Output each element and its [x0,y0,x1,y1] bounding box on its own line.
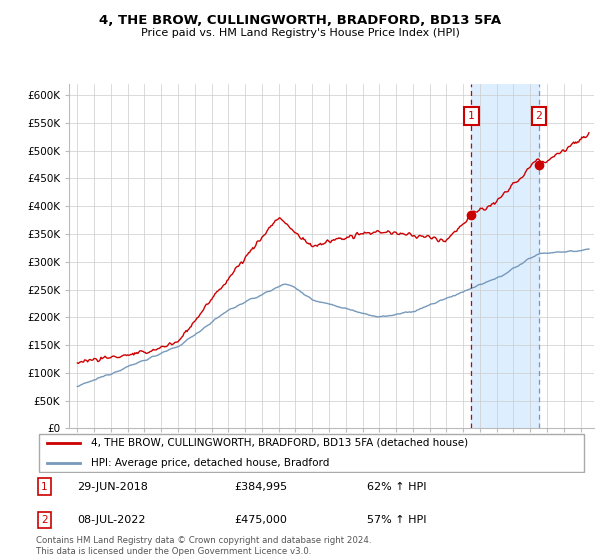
Text: £475,000: £475,000 [235,515,287,525]
Text: 4, THE BROW, CULLINGWORTH, BRADFORD, BD13 5FA: 4, THE BROW, CULLINGWORTH, BRADFORD, BD1… [99,14,501,27]
Text: Contains HM Land Registry data © Crown copyright and database right 2024.
This d: Contains HM Land Registry data © Crown c… [36,536,371,556]
Text: 1: 1 [468,111,475,120]
Text: 2: 2 [41,515,47,525]
FancyBboxPatch shape [39,433,584,473]
Bar [472,84,539,428]
Text: 29-JUN-2018: 29-JUN-2018 [77,482,148,492]
Text: 1: 1 [41,482,47,492]
Text: Price paid vs. HM Land Registry's House Price Index (HPI): Price paid vs. HM Land Registry's House … [140,28,460,38]
Text: 08-JUL-2022: 08-JUL-2022 [77,515,146,525]
Text: 62% ↑ HPI: 62% ↑ HPI [367,482,427,492]
Text: HPI: Average price, detached house, Bradford: HPI: Average price, detached house, Brad… [91,458,329,468]
Text: 57% ↑ HPI: 57% ↑ HPI [367,515,427,525]
Text: £384,995: £384,995 [235,482,288,492]
Text: 2: 2 [536,111,542,120]
Text: 4, THE BROW, CULLINGWORTH, BRADFORD, BD13 5FA (detached house): 4, THE BROW, CULLINGWORTH, BRADFORD, BD1… [91,438,469,448]
